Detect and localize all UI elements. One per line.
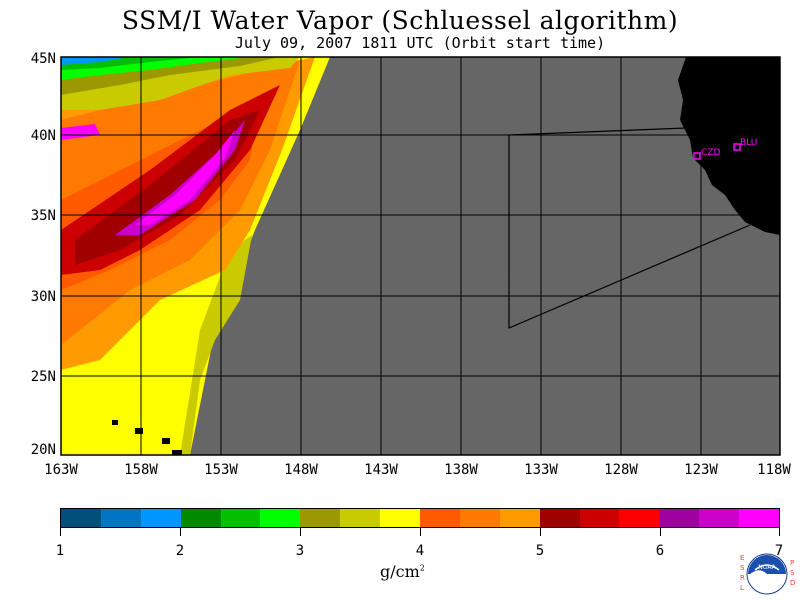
psd-letter: P [790, 559, 794, 567]
units-base: g/cm [380, 562, 420, 581]
orbit-line-top [508, 127, 687, 136]
lat-label: 45N [30, 51, 56, 67]
colorbar-tick-label: 3 [295, 543, 305, 559]
color-bar-swatch [699, 509, 740, 527]
esrl-letter: R [740, 574, 745, 582]
lon-label: 163W [44, 462, 78, 478]
color-bar-swatch [619, 509, 660, 527]
color-bar [60, 508, 780, 528]
colorbar-tick-label: 4 [415, 543, 425, 559]
color-bar-swatch [539, 509, 580, 527]
hawaii-island [135, 428, 143, 434]
swath-olive-edge [180, 235, 252, 455]
colorbar-tick-mark [779, 528, 780, 536]
colorbar-tick-mark [540, 528, 541, 536]
lat-label: 40N [30, 128, 56, 144]
units-label: g/cm2 [380, 562, 425, 581]
swath-dark-red [75, 110, 260, 265]
lat-label: 25N [30, 369, 56, 385]
lat-label: 30N [30, 289, 56, 305]
california-land [678, 57, 780, 235]
color-bar-swatch [300, 509, 341, 527]
site-label-czd: CZD [701, 148, 721, 158]
map-frame [60, 56, 781, 456]
colorbar-tick-mark [660, 528, 661, 536]
hawaii-island [112, 420, 118, 425]
graticule [61, 57, 780, 455]
colorbar-tick-mark [60, 528, 61, 536]
esrl-letter: L [740, 584, 744, 592]
site-label-blu: BLU [740, 138, 758, 148]
lon-label: 158W [124, 462, 158, 478]
colorbar-tick-label: 6 [655, 543, 665, 559]
units-exponent: 2 [419, 563, 425, 573]
esrl-letter: E [740, 554, 744, 562]
color-bar-swatch [61, 509, 101, 527]
noaa-logo-text: NOAA [758, 564, 776, 571]
color-bar-swatch [659, 509, 700, 527]
lon-label: 123W [684, 462, 718, 478]
map-subtitle: July 09, 2007 1811 UTC (Orbit start time… [234, 34, 606, 52]
color-bar-swatch [499, 509, 540, 527]
lon-label: 153W [204, 462, 238, 478]
color-bar-swatch [100, 509, 141, 527]
hawaii-island [162, 438, 170, 444]
site-marker-blu [733, 143, 741, 151]
color-bar-swatch [260, 509, 301, 527]
colorbar-tick-mark [300, 528, 301, 536]
psd-letter: D [790, 579, 795, 587]
colorbar-tick-label: 1 [55, 543, 65, 559]
lon-label: 143W [364, 462, 398, 478]
color-bar-swatch [340, 509, 381, 527]
hawaii-island [172, 450, 182, 455]
site-marker-czd [693, 152, 701, 160]
color-bar-swatch [579, 509, 620, 527]
color-bar-swatch [739, 509, 780, 527]
colorbar-tick-label: 2 [175, 543, 185, 559]
lat-label: 35N [30, 208, 56, 224]
noaa-logo: NOAA E S R L P S D [740, 553, 795, 595]
color-bar-swatch [180, 509, 221, 527]
color-bar-swatch [220, 509, 261, 527]
colorbar-tick-label: 5 [535, 543, 545, 559]
color-bar-swatch [420, 509, 460, 527]
lon-label: 118W [757, 462, 791, 478]
map-field [61, 57, 780, 455]
lon-label: 133W [524, 462, 558, 478]
color-bar-swatch [459, 509, 500, 527]
colorbar-tick-label: 7 [774, 543, 784, 559]
swath-top-blue [61, 57, 130, 65]
map-title: SSM/I Water Vapor (Schluessel algorithm) [121, 6, 679, 35]
color-bar-swatch [380, 509, 421, 527]
psd-letter: S [790, 569, 795, 577]
lon-label: 148W [284, 462, 318, 478]
lon-label: 138W [444, 462, 478, 478]
colorbar-tick-mark [420, 528, 421, 536]
lon-label: 128W [604, 462, 638, 478]
orbit-line-sector [508, 135, 751, 329]
esrl-letter: S [740, 564, 745, 572]
colorbar-tick-mark [180, 528, 181, 536]
lat-label: 20N [30, 442, 56, 458]
swath-magenta-patch [61, 124, 100, 140]
color-bar-swatch [140, 509, 181, 527]
